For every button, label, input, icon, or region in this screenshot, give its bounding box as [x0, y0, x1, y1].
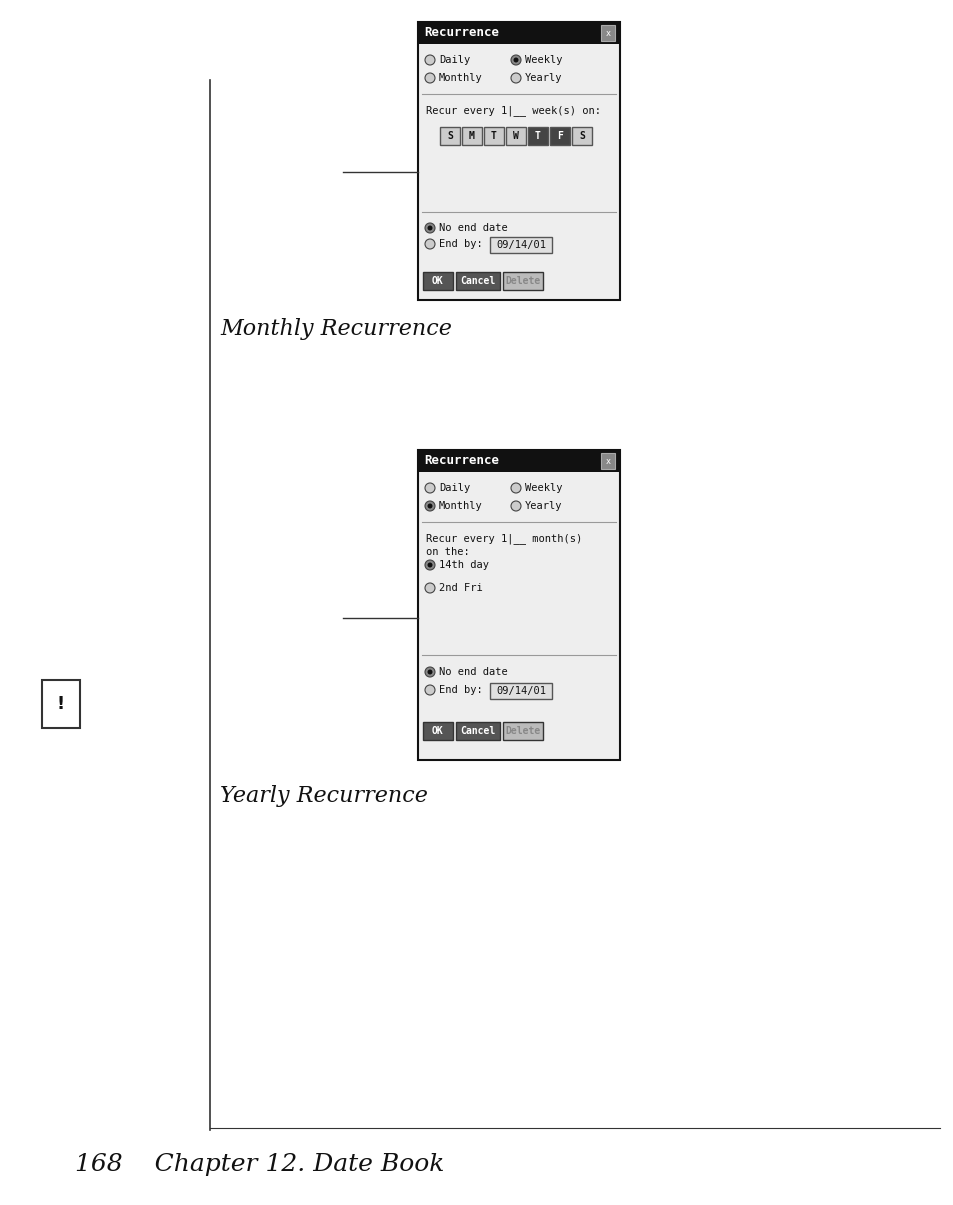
- Circle shape: [424, 483, 435, 493]
- Circle shape: [427, 670, 432, 675]
- Text: End by:: End by:: [438, 684, 482, 695]
- Circle shape: [424, 501, 435, 511]
- Text: Monthly: Monthly: [438, 501, 482, 511]
- Circle shape: [424, 668, 435, 677]
- Text: 2nd Fri: 2nd Fri: [438, 583, 482, 593]
- Text: S: S: [447, 131, 453, 141]
- Text: F: F: [557, 131, 562, 141]
- Text: !: !: [57, 695, 65, 713]
- Bar: [461, 127, 481, 145]
- Text: x: x: [605, 29, 610, 37]
- Bar: [456, 722, 499, 740]
- Text: OK: OK: [432, 276, 443, 286]
- Text: Yearly: Yearly: [524, 501, 562, 511]
- Text: Delete: Delete: [505, 725, 540, 736]
- Text: Recurrence: Recurrence: [423, 454, 498, 468]
- Text: W: W: [513, 131, 518, 141]
- Text: Daily: Daily: [438, 483, 470, 493]
- Bar: [572, 127, 592, 145]
- Circle shape: [511, 501, 520, 511]
- Text: Yearly Recurrence: Yearly Recurrence: [220, 784, 428, 807]
- Circle shape: [511, 55, 520, 65]
- Bar: [439, 127, 459, 145]
- Bar: [483, 127, 503, 145]
- Circle shape: [424, 223, 435, 233]
- Bar: [502, 722, 542, 740]
- Text: Yearly: Yearly: [524, 74, 562, 83]
- Bar: [600, 453, 615, 469]
- Bar: [422, 722, 453, 740]
- Bar: [502, 272, 542, 290]
- Circle shape: [427, 563, 432, 568]
- Text: 09/14/01: 09/14/01: [496, 240, 545, 249]
- Text: Cancel: Cancel: [460, 276, 496, 286]
- Bar: [490, 683, 552, 699]
- Text: T: T: [535, 131, 540, 141]
- Circle shape: [424, 684, 435, 695]
- Text: Monthly Recurrence: Monthly Recurrence: [220, 318, 452, 340]
- Bar: [456, 272, 499, 290]
- Bar: [42, 680, 80, 728]
- Text: End by:: End by:: [438, 239, 482, 249]
- Circle shape: [511, 483, 520, 493]
- Bar: [527, 127, 547, 145]
- Circle shape: [424, 239, 435, 249]
- Circle shape: [427, 225, 432, 230]
- Bar: [600, 25, 615, 41]
- Text: 14th day: 14th day: [438, 560, 489, 570]
- Circle shape: [511, 74, 520, 83]
- Circle shape: [424, 583, 435, 593]
- Text: x: x: [605, 457, 610, 465]
- Bar: [490, 237, 552, 253]
- Text: Daily: Daily: [438, 55, 470, 65]
- Text: 168    Chapter 12. Date Book: 168 Chapter 12. Date Book: [75, 1153, 444, 1176]
- Text: Weekly: Weekly: [524, 55, 562, 65]
- Bar: [422, 272, 453, 290]
- Bar: [505, 127, 525, 145]
- Text: No end date: No end date: [438, 223, 507, 233]
- Text: Delete: Delete: [505, 276, 540, 286]
- Text: on the:: on the:: [426, 547, 469, 557]
- Bar: [417, 449, 619, 760]
- Text: Recur every 1|__ month(s): Recur every 1|__ month(s): [426, 533, 581, 543]
- Bar: [417, 449, 619, 472]
- Text: Recurrence: Recurrence: [423, 27, 498, 40]
- Text: OK: OK: [432, 725, 443, 736]
- Text: S: S: [578, 131, 584, 141]
- Circle shape: [424, 74, 435, 83]
- Bar: [417, 22, 619, 45]
- Circle shape: [513, 58, 518, 63]
- Text: Monthly: Monthly: [438, 74, 482, 83]
- Bar: [417, 22, 619, 300]
- Text: Recur every 1|__ week(s) on:: Recur every 1|__ week(s) on:: [426, 105, 600, 116]
- Text: T: T: [491, 131, 497, 141]
- Bar: [550, 127, 569, 145]
- Text: Cancel: Cancel: [460, 725, 496, 736]
- Text: Weekly: Weekly: [524, 483, 562, 493]
- Text: M: M: [469, 131, 475, 141]
- Text: No end date: No end date: [438, 668, 507, 677]
- Circle shape: [424, 560, 435, 570]
- Circle shape: [427, 504, 432, 509]
- Text: 09/14/01: 09/14/01: [496, 686, 545, 696]
- Circle shape: [424, 55, 435, 65]
